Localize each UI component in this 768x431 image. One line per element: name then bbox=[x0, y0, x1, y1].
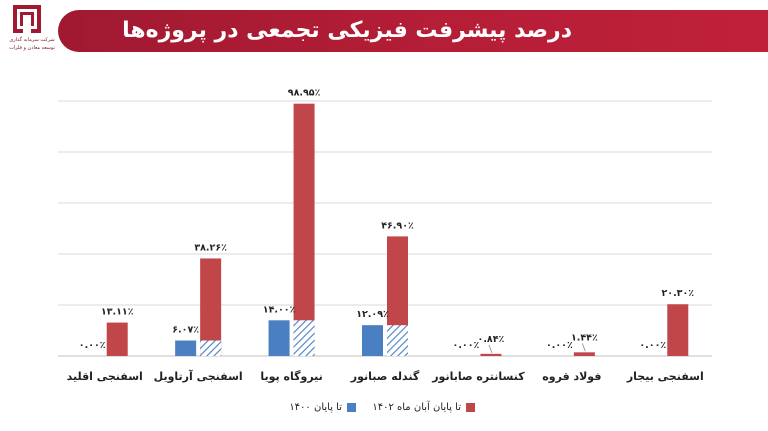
bar-1402 bbox=[106, 322, 128, 356]
data-label-1402: ۳۸.۲۶٪ bbox=[194, 242, 227, 253]
data-label-1402: ۹۸.۹۵٪ bbox=[288, 88, 321, 99]
bar-1402 bbox=[293, 103, 315, 356]
legend-label-1402: تا پایان آبان ماه ۱۴۰۲ bbox=[372, 401, 461, 413]
legend-item-1400: تا پایان ۱۴۰۰ bbox=[289, 400, 356, 414]
legend-swatch-1400 bbox=[347, 402, 356, 412]
category-label: کنسانتره صابانور bbox=[431, 370, 525, 383]
bar-chart: ۰.۰۰٪۲۰.۳۰٪۰.۰۰٪۱.۴۴٪۰.۰۰٪۰.۸۴٪۱۲.۰۹٪۴۶.… bbox=[58, 88, 712, 383]
title-banner: درصد پیشرفت فیزیکی تجمعی در پروژه‌ها bbox=[58, 10, 768, 52]
bar-1400 bbox=[175, 340, 197, 356]
data-label-1400: ۰.۰۰٪ bbox=[546, 340, 573, 351]
data-label-1400: ۰.۰۰٪ bbox=[79, 340, 106, 351]
logo-caption-2: توسعه معادن و فلزات bbox=[9, 45, 55, 51]
category-label: گندله صبانور bbox=[350, 370, 420, 383]
data-label-1402: ۲۰.۳۰٪ bbox=[661, 288, 694, 299]
data-label-1400: ۱۲.۰۹٪ bbox=[356, 309, 389, 320]
data-label-1400: ۰.۰۰٪ bbox=[453, 340, 480, 351]
category-label: اسفنجی آرتاویل bbox=[154, 369, 243, 383]
bar-1400-overlap bbox=[200, 340, 222, 356]
legend-item-1402: تا پایان آبان ماه ۱۴۰۲ bbox=[372, 400, 475, 414]
category-label: اسفنجی بیجار bbox=[626, 370, 704, 383]
bar-1400-overlap bbox=[293, 320, 315, 356]
data-label-1400: ۰.۰۰٪ bbox=[639, 340, 666, 351]
data-label-leader bbox=[581, 343, 586, 352]
header: شرکت سرمایه گذاری توسعه معادن و فلزات در… bbox=[0, 0, 768, 60]
data-label-1402: ۱۳.۱۱٪ bbox=[101, 307, 134, 318]
company-logo: شرکت سرمایه گذاری توسعه معادن و فلزات bbox=[6, 4, 55, 58]
chart-title: درصد پیشرفت فیزیکی تجمعی در پروژه‌ها bbox=[122, 18, 572, 43]
bar-1400-overlap bbox=[387, 325, 408, 356]
data-label-1400: ۶.۰۷٪ bbox=[172, 325, 199, 336]
logo-caption-1: شرکت سرمایه گذاری bbox=[9, 37, 55, 43]
bar-1402 bbox=[200, 258, 222, 356]
category-label: نیروگاه پویا bbox=[260, 370, 322, 383]
category-label: فولاد قروه bbox=[542, 370, 601, 383]
legend: تا پایان آبان ماه ۱۴۰۲ تا پایان ۱۴۰۰ bbox=[0, 400, 768, 414]
company-logo-icon bbox=[13, 5, 41, 34]
bar-1400 bbox=[362, 325, 383, 356]
bar-1402 bbox=[573, 352, 595, 356]
bar-1402 bbox=[480, 353, 502, 356]
data-label-1402: ۰.۸۴٪ bbox=[478, 334, 505, 345]
data-label-1402: ۴۶.۹۰٪ bbox=[381, 220, 414, 231]
category-label: اسفنجی اقلید bbox=[67, 370, 143, 383]
data-label-1402: ۱.۴۴٪ bbox=[571, 332, 598, 343]
bar-1400 bbox=[268, 320, 290, 356]
bar-1402 bbox=[667, 304, 689, 356]
data-label-1400: ۱۴.۰۰٪ bbox=[263, 304, 296, 315]
data-label-leader bbox=[488, 344, 493, 353]
legend-label-1400: تا پایان ۱۴۰۰ bbox=[289, 401, 342, 413]
legend-swatch-1402 bbox=[466, 402, 475, 412]
